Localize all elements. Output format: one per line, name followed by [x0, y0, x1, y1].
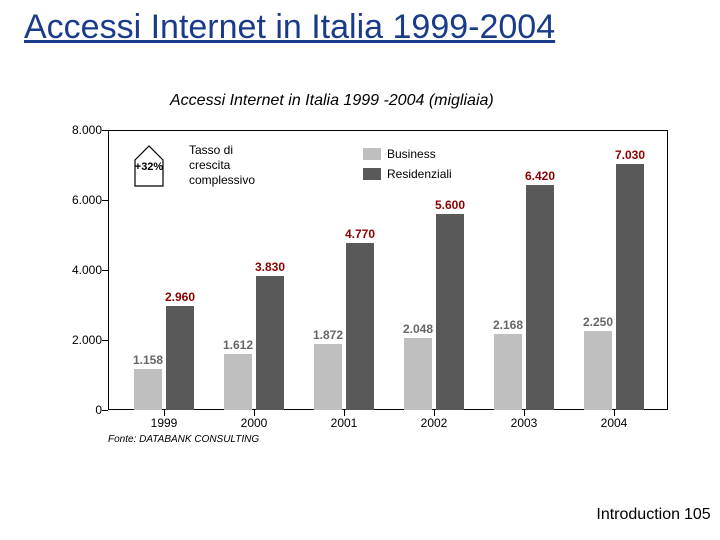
bar-value-label: 1.158 — [133, 353, 163, 367]
y-tick-label: 0 — [64, 403, 102, 417]
bar-value-label: 2.960 — [165, 290, 195, 304]
x-tick-label: 1999 — [134, 416, 194, 430]
bar: 3.830 — [256, 276, 284, 410]
bars-layer: 1.1582.9601.6123.8301.8724.7702.0485.600… — [108, 130, 668, 410]
y-tick-label: 8.000 — [64, 123, 102, 137]
x-tick-label: 2002 — [404, 416, 464, 430]
y-tick-mark — [102, 410, 108, 411]
bar-value-label: 6.420 — [525, 169, 555, 183]
chart-title: Accessi Internet in Italia 1999 -2004 (m… — [170, 92, 494, 110]
bar: 6.420 — [526, 185, 554, 410]
y-tick-label: 6.000 — [64, 193, 102, 207]
bar: 1.872 — [314, 344, 342, 410]
bar: 1.612 — [224, 354, 252, 410]
y-tick-label: 2.000 — [64, 333, 102, 347]
bar-value-label: 1.612 — [223, 338, 253, 352]
x-tick-label: 2000 — [224, 416, 284, 430]
bar: 5.600 — [436, 214, 464, 410]
bar: 2.960 — [166, 306, 194, 410]
y-tick-label: 4.000 — [64, 263, 102, 277]
slide-title: Accessi Internet in Italia 1999-2004 — [24, 8, 694, 47]
bar: 2.048 — [404, 338, 432, 410]
x-tick-label: 2001 — [314, 416, 374, 430]
bar-value-label: 5.600 — [435, 198, 465, 212]
bar-value-label: 3.830 — [255, 260, 285, 274]
bar: 2.250 — [584, 331, 612, 410]
bar: 7.030 — [616, 164, 644, 410]
y-tick-mark — [102, 200, 108, 201]
footer-section-label: Introduction — [596, 506, 680, 524]
bar: 2.168 — [494, 334, 522, 410]
bar-value-label: 1.872 — [313, 328, 343, 342]
y-tick-mark — [102, 130, 108, 131]
bar-value-label: 7.030 — [615, 148, 645, 162]
bar: 1.158 — [134, 369, 162, 410]
footer-page-number: 105 — [684, 506, 706, 524]
bar-value-label: 4.770 — [345, 227, 375, 241]
chart-source: Fonte: DATABANK CONSULTING — [108, 434, 259, 445]
x-tick-label: 2004 — [584, 416, 644, 430]
bar-value-label: 2.048 — [403, 322, 433, 336]
bar-value-label: 2.168 — [493, 318, 523, 332]
bar: 4.770 — [346, 243, 374, 410]
chart-area: +32% Tasso di crescita complessivo Busin… — [64, 120, 684, 450]
x-tick-label: 2003 — [494, 416, 554, 430]
y-tick-mark — [102, 340, 108, 341]
y-tick-mark — [102, 270, 108, 271]
bar-value-label: 2.250 — [583, 315, 613, 329]
